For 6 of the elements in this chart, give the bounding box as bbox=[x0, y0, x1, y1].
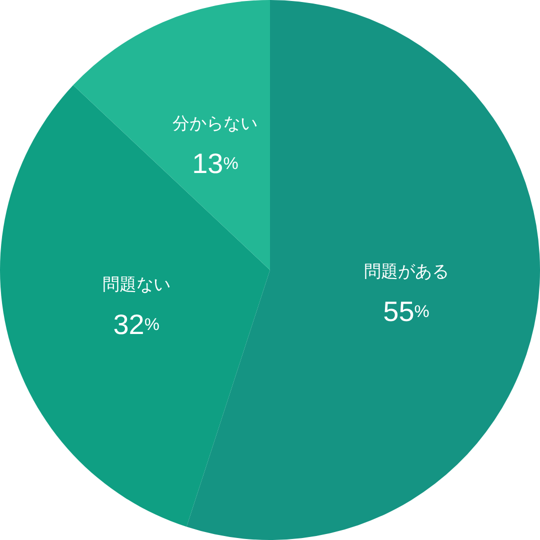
slice-label: 問題ない bbox=[102, 274, 170, 294]
slice-label: 分からない bbox=[172, 114, 258, 133]
data-label: 32% bbox=[113, 308, 160, 340]
slice-label: 問題がある bbox=[364, 262, 449, 282]
data-label: 13% bbox=[192, 148, 238, 179]
data-label: 55% bbox=[383, 296, 430, 328]
